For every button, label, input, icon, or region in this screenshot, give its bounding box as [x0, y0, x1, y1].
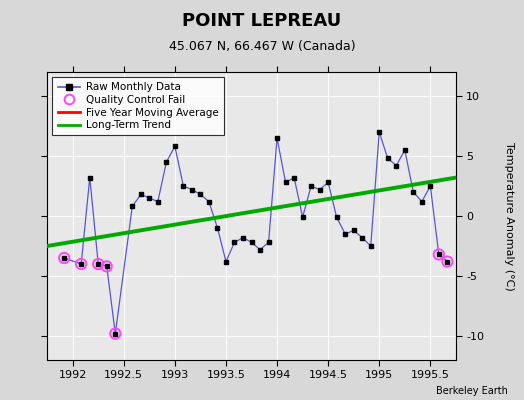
Text: Berkeley Earth: Berkeley Earth	[436, 386, 508, 396]
Point	[434, 251, 443, 258]
Y-axis label: Temperature Anomaly (°C): Temperature Anomaly (°C)	[504, 142, 514, 290]
Text: POINT LEPREAU: POINT LEPREAU	[182, 12, 342, 30]
Point	[94, 261, 103, 267]
Point	[443, 258, 452, 265]
Legend: Raw Monthly Data, Quality Control Fail, Five Year Moving Average, Long-Term Tren: Raw Monthly Data, Quality Control Fail, …	[52, 77, 224, 136]
Point	[60, 255, 69, 261]
Text: 45.067 N, 66.467 W (Canada): 45.067 N, 66.467 W (Canada)	[169, 40, 355, 53]
Point	[103, 263, 111, 270]
Point	[111, 330, 119, 337]
Point	[77, 261, 85, 267]
